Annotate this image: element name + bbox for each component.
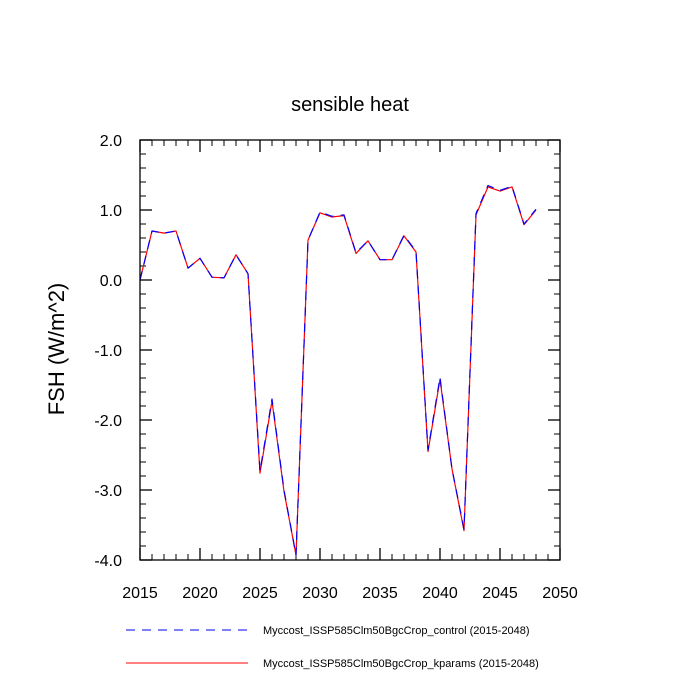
legend-label-kparams: Myccost_ISSP585Clm50BgcCrop_kparams (201…: [263, 658, 539, 670]
x-tick-label: 2040: [422, 585, 458, 602]
chart-title: sensible heat: [291, 94, 409, 116]
y-tick-label: -1.0: [94, 343, 122, 360]
axis-ticks: [139, 139, 561, 561]
x-tick-label: 2045: [482, 585, 518, 602]
y-tick-label: 2.0: [100, 133, 122, 150]
y-tick-label: 0.0: [100, 273, 122, 290]
legend: Myccost_ISSP585Clm50BgcCrop_control (201…: [126, 625, 539, 670]
x-tick-label: 2015: [122, 585, 158, 602]
x-tick-label: 2030: [302, 585, 338, 602]
x-tick-label: 2050: [542, 585, 578, 602]
series-line-control: [139, 184, 537, 556]
y-tick-label: -3.0: [94, 483, 122, 500]
y-tick-label: -4.0: [94, 553, 122, 570]
legend-label-control: Myccost_ISSP585Clm50BgcCrop_control (201…: [263, 625, 530, 637]
y-tick-label: 1.0: [100, 203, 122, 220]
x-tick-label: 2025: [242, 585, 278, 602]
tick-labels: 2015 2020 2025 2030 2035 2040 2045 2050 2.0 1.0 0.…: [94, 133, 577, 602]
y-tick-label: -2.0: [94, 413, 122, 430]
series-group: [139, 184, 537, 556]
series-line-kparams: [139, 186, 537, 556]
x-tick-label: 2020: [182, 585, 218, 602]
y-axis-label: FSH (W/m^2): [44, 283, 69, 416]
x-tick-label: 2035: [362, 585, 398, 602]
plot-frame: [139, 139, 561, 561]
